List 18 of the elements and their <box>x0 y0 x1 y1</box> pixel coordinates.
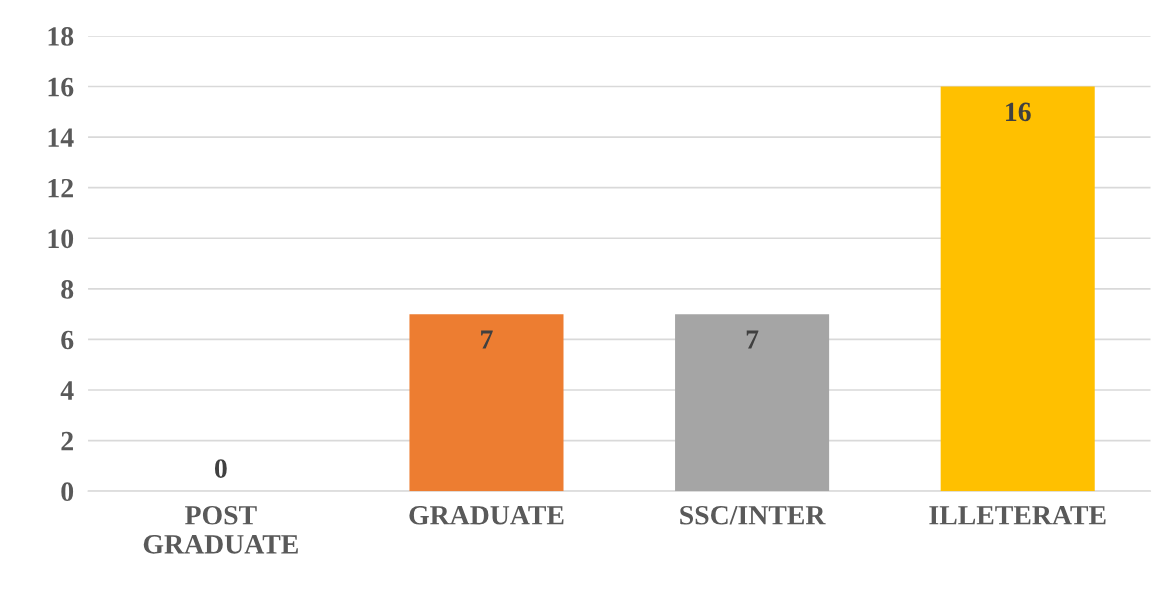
y-tick-label: 6 <box>61 330 74 350</box>
y-tick-label: 14 <box>48 128 74 147</box>
y-tick-label: 18 <box>48 27 74 46</box>
y-tick-label: 16 <box>48 77 74 97</box>
x-tick-label: GRADUATE <box>409 505 564 525</box>
y-tick-label: 0 <box>61 482 74 502</box>
y-tick-label: 10 <box>48 229 74 249</box>
data-label: 7 <box>746 330 759 349</box>
x-tick-label: POST GRADUATE <box>143 505 298 554</box>
data-label: 16 <box>1006 102 1031 122</box>
x-tick-label: ILLETERATE <box>929 506 1106 525</box>
data-label: 0 <box>214 459 227 478</box>
data-label: 7 <box>481 330 493 349</box>
x-tick-label: SSC/INTER <box>680 505 826 525</box>
y-tick-label: 2 <box>61 431 73 451</box>
y-tick-label: 4 <box>60 381 74 400</box>
y-tick-label: 8 <box>61 280 74 299</box>
y-tick-label: 12 <box>48 178 73 198</box>
